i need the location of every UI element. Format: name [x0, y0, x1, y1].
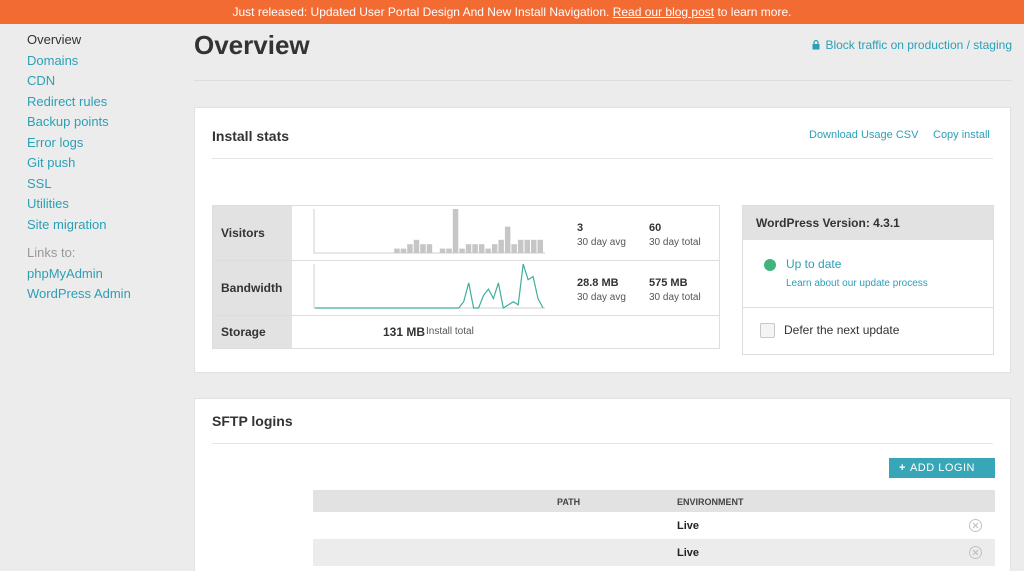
visitors-bar: [491, 244, 498, 253]
environment-cell: Live: [677, 520, 700, 532]
sftp-divider: [212, 443, 993, 444]
visitors-bar: [400, 248, 407, 253]
install-stats-title: Install stats: [212, 128, 290, 144]
sftp-logins-card: SFTP logins + ADD LOGIN PATH ENVIRONMENT …: [194, 398, 1011, 571]
remove-login-icon[interactable]: [969, 546, 982, 559]
stats-table: Visitors 3 30 day avg 60 30 day total Ba…: [212, 205, 720, 349]
install-stats-card: Install stats Download Usage CSV Copy in…: [194, 107, 1011, 373]
remove-login-icon[interactable]: [969, 519, 982, 532]
links-to-label: Links to:: [27, 245, 76, 260]
sidebar-item-site-migration[interactable]: Site migration: [27, 216, 107, 232]
visitors-avg-value: 3: [577, 222, 584, 234]
visitors-bar: [459, 248, 465, 253]
sidebar-item-redirect-rules[interactable]: Redirect rules: [27, 93, 108, 109]
visitors-total-caption: 30 day total: [649, 237, 701, 248]
defer-update-label[interactable]: Defer the next update: [784, 323, 900, 337]
storage-row: Storage 131 MB Install total: [213, 316, 719, 348]
sftp-table: PATH ENVIRONMENT Live Live: [313, 490, 995, 566]
visitors-row: Visitors 3 30 day avg 60 30 day total: [213, 206, 719, 261]
add-login-button[interactable]: + ADD LOGIN: [889, 458, 995, 478]
bandwidth-row: Bandwidth 28.8 MB 30 day avg 575 MB 30 d…: [213, 261, 719, 316]
announcement-banner: Just released: Updated User Portal Desig…: [0, 0, 1024, 24]
visitors-bar: [478, 244, 485, 253]
visitors-label: Visitors: [213, 206, 292, 260]
wordpress-version-panel: WordPress Version: 4.3.1 Up to date Lear…: [742, 205, 994, 355]
bandwidth-label: Bandwidth: [213, 261, 292, 315]
bandwidth-avg-value: 28.8 MB: [577, 277, 619, 289]
sidebar-item-ssl[interactable]: SSL: [27, 175, 52, 191]
visitors-bar: [498, 239, 504, 253]
sidebar-item-domains[interactable]: Domains: [27, 52, 79, 68]
visitors-bar: [517, 239, 524, 253]
table-row: Live: [313, 539, 995, 566]
visitors-bar: [413, 239, 420, 253]
visitors-bar: [485, 248, 491, 253]
visitors-bar: [407, 244, 413, 253]
bandwidth-total-caption: 30 day total: [649, 292, 701, 303]
banner-tail: to learn more.: [714, 5, 792, 19]
title-divider: [194, 80, 1012, 81]
wordpress-admin-link[interactable]: WordPress Admin: [27, 286, 131, 301]
sidebar-item-backup-points[interactable]: Backup points: [27, 114, 109, 129]
bandwidth-sparkline: [313, 263, 545, 309]
sidebar-nav: Overview Domains CDN Redirect rules Back…: [27, 30, 177, 305]
download-usage-csv-link[interactable]: Download Usage CSV: [809, 129, 919, 141]
visitors-bar: [426, 244, 433, 253]
path-column-header: PATH: [557, 497, 581, 507]
visitors-bar: [446, 248, 452, 253]
bandwidth-line: [315, 263, 544, 309]
sftp-table-header: PATH ENVIRONMENT: [313, 490, 995, 512]
sidebar-item-utilities[interactable]: Utilities: [27, 196, 69, 211]
table-row: Live: [313, 512, 995, 539]
visitors-bar: [504, 226, 511, 253]
visitors-bar: [465, 244, 472, 253]
sidebar-item-error-logs[interactable]: Error logs: [27, 134, 84, 150]
visitors-bar: [452, 209, 459, 253]
phpmyadmin-link[interactable]: phpMyAdmin: [27, 265, 103, 281]
blog-post-link[interactable]: Read our blog post: [612, 5, 715, 19]
bandwidth-avg-caption: 30 day avg: [577, 292, 626, 303]
storage-label: Storage: [213, 316, 292, 348]
environment-column-header: ENVIRONMENT: [677, 497, 744, 507]
visitors-bar: [394, 248, 400, 253]
sidebar-item-overview[interactable]: Overview: [27, 32, 82, 47]
install-stats-divider: [212, 158, 993, 159]
update-status: Up to date: [786, 257, 842, 271]
storage-value: 131 MB: [383, 325, 426, 339]
status-ok-icon: [764, 259, 776, 271]
sidebar-item-git-push[interactable]: Git push: [27, 155, 76, 170]
banner-text: Just released: Updated User Portal Desig…: [232, 5, 613, 19]
environment-cell: Live: [677, 547, 700, 559]
visitors-total-value: 60: [649, 222, 662, 234]
visitors-bar: [537, 239, 543, 253]
sftp-logins-title: SFTP logins: [212, 413, 293, 429]
learn-update-process-link[interactable]: Learn about our update process: [786, 278, 928, 289]
visitors-bar: [472, 244, 478, 253]
block-traffic-label: Block traffic on production / staging: [825, 38, 1012, 52]
sidebar-item-cdn[interactable]: CDN: [27, 73, 56, 88]
visitors-avg-caption: 30 day avg: [577, 237, 626, 248]
wordpress-panel-divider: [743, 307, 993, 308]
lock-icon: [812, 40, 820, 50]
storage-caption: Install total: [426, 326, 474, 337]
visitors-bar: [420, 244, 426, 253]
plus-icon: +: [899, 462, 906, 474]
visitors-bar: [511, 244, 517, 253]
visitors-bar: [524, 239, 530, 253]
bandwidth-total-value: 575 MB: [649, 277, 688, 289]
page-title: Overview: [194, 30, 310, 60]
defer-update-checkbox[interactable]: [760, 323, 775, 338]
visitors-bar: [531, 239, 537, 253]
add-login-label: ADD LOGIN: [909, 462, 975, 474]
wordpress-version-label: WordPress Version: 4.3.1: [743, 206, 993, 240]
visitors-sparkline: [313, 209, 545, 254]
sparkline-axis: [313, 264, 545, 309]
block-traffic-link[interactable]: Block traffic on production / staging: [812, 38, 1012, 52]
copy-install-link[interactable]: Copy install: [933, 129, 990, 141]
visitors-bar: [439, 248, 446, 253]
